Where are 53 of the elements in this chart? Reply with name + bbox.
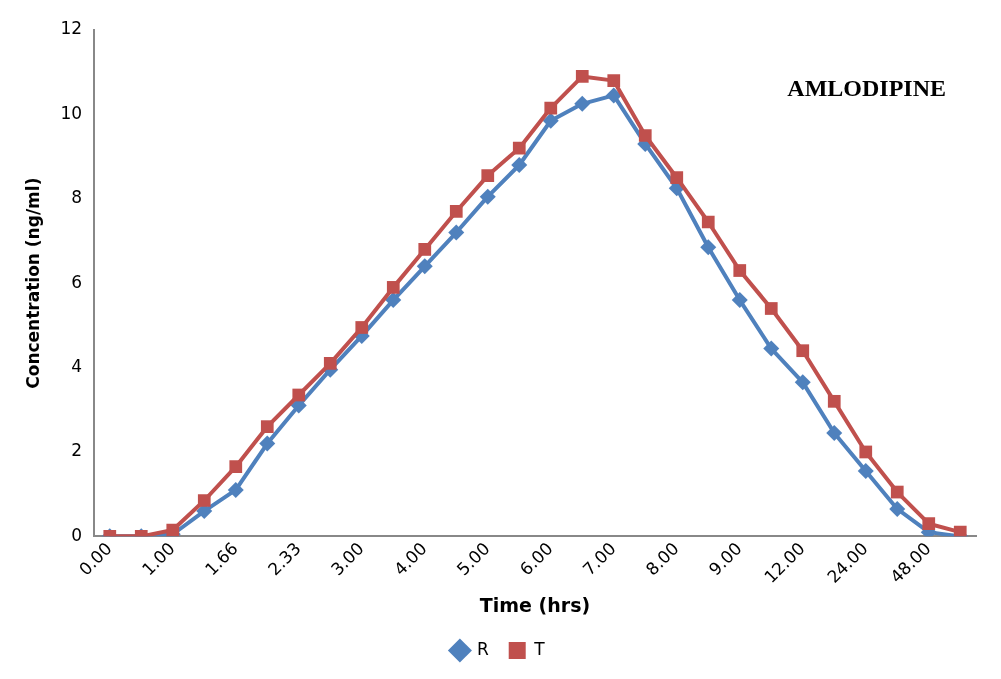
point [826, 424, 843, 441]
point [607, 74, 621, 87]
point [859, 445, 873, 459]
x-axis-title: Time (hrs) [479, 593, 591, 616]
point [731, 292, 748, 309]
point [481, 169, 495, 182]
point [796, 344, 810, 358]
y-tick-label: 2 [71, 440, 83, 461]
point [448, 224, 465, 241]
point [385, 292, 402, 309]
point [227, 481, 244, 498]
point [701, 215, 715, 229]
point [512, 141, 526, 155]
point [197, 494, 211, 507]
point [889, 500, 906, 517]
point [355, 321, 369, 334]
point [763, 340, 780, 357]
legend-label: T [533, 638, 546, 659]
y-tick-label: 6 [71, 271, 83, 292]
y-tick-label: 0 [71, 524, 83, 545]
point [511, 157, 528, 174]
point [544, 101, 558, 115]
y-tick-label: 10 [60, 102, 83, 123]
point [416, 258, 433, 275]
point [259, 435, 276, 452]
point [605, 87, 622, 104]
point [794, 374, 811, 391]
point [260, 420, 274, 434]
point [479, 188, 496, 205]
point [542, 112, 559, 129]
y-axis-title: Concentration (ng/ml) [22, 177, 43, 389]
point [575, 70, 589, 83]
point [418, 243, 432, 256]
point [670, 171, 684, 185]
text: AMLODIPINE [787, 75, 946, 102]
point [890, 485, 904, 499]
point [449, 205, 463, 218]
point [922, 517, 936, 531]
point [323, 356, 337, 370]
point [292, 388, 306, 402]
point [700, 239, 717, 256]
point [638, 129, 652, 142]
y-tick-label: 12 [60, 18, 83, 39]
point [857, 462, 874, 479]
point [229, 460, 243, 474]
point [827, 394, 841, 408]
y-tick-label: 8 [71, 187, 83, 208]
point [733, 264, 747, 277]
point [386, 281, 400, 294]
point [574, 95, 591, 112]
point [764, 302, 778, 315]
y-tick-label: 4 [71, 356, 83, 376]
legend-label: R [476, 638, 489, 659]
